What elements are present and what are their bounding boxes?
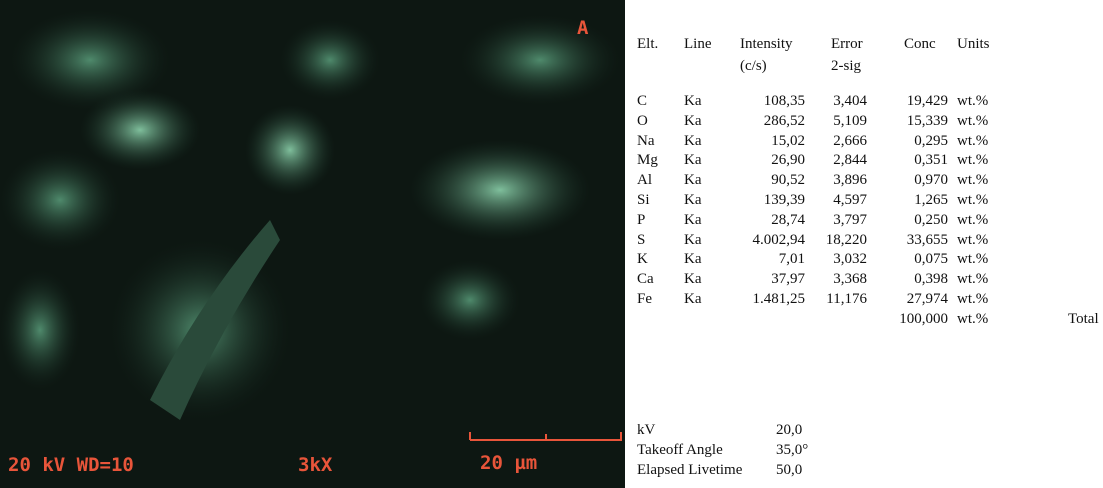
table-cell: Mg <box>637 151 658 169</box>
setting-name: Elapsed Livetime <box>637 461 742 479</box>
setting-value: 50,0 <box>776 461 802 479</box>
table-cell: 7,01 <box>779 250 805 268</box>
header-cell: Units <box>957 35 990 53</box>
setting-value: 20,0 <box>776 421 802 439</box>
magnification: 3kX <box>298 454 333 476</box>
header-cell: 2-sig <box>831 57 861 75</box>
table-cell: P <box>637 211 645 229</box>
table-cell: 0,970 <box>914 171 948 189</box>
table-cell: 108,35 <box>764 92 805 110</box>
table-cell: 11,176 <box>826 290 867 308</box>
table-cell: 3,032 <box>833 250 867 268</box>
table-cell: 3,368 <box>833 270 867 288</box>
header-cell: Intensity <box>740 35 793 53</box>
table-cell: 0,398 <box>914 270 948 288</box>
table-cell: wt.% <box>957 92 988 110</box>
table-cell: Ka <box>684 270 702 288</box>
header-cell: (c/s) <box>740 57 767 75</box>
table-cell: 19,429 <box>907 92 948 110</box>
table-cell: Na <box>637 132 655 150</box>
table-cell: 1,265 <box>914 191 948 209</box>
table-cell: Ka <box>684 112 702 130</box>
sem-image: A 20 kV WD=10 3kX 20 µm <box>0 0 625 488</box>
table-cell: 37,97 <box>771 270 805 288</box>
table-cell: Ca <box>637 270 654 288</box>
table-cell: 26,90 <box>771 151 805 169</box>
table-cell: wt.% <box>957 250 988 268</box>
total-conc: 100,000 <box>899 310 948 328</box>
table-cell: K <box>637 250 648 268</box>
table-cell: 2,666 <box>833 132 867 150</box>
table-cell: Ka <box>684 231 702 249</box>
table-cell: 90,52 <box>771 171 805 189</box>
total-label: Total <box>1068 310 1099 328</box>
table-cell: Ka <box>684 290 702 308</box>
table-cell: 4.002,94 <box>753 231 806 249</box>
setting-name: kV <box>637 421 655 439</box>
table-cell: 3,404 <box>833 92 867 110</box>
table-cell: O <box>637 112 648 130</box>
table-cell: Ka <box>684 250 702 268</box>
table-cell: Ka <box>684 151 702 169</box>
table-cell: wt.% <box>957 270 988 288</box>
table-cell: Fe <box>637 290 652 308</box>
table-cell: Al <box>637 171 652 189</box>
page: A 20 kV WD=10 3kX 20 µm Elt. Line Intensit… <box>0 0 1103 488</box>
table-cell: wt.% <box>957 290 988 308</box>
table-cell: S <box>637 231 645 249</box>
table-cell: 1.481,25 <box>753 290 806 308</box>
total-units: wt.% <box>957 310 988 328</box>
table-cell: 28,74 <box>771 211 805 229</box>
table-cell: 15,02 <box>771 132 805 150</box>
table-cell: Ka <box>684 132 702 150</box>
table-cell: 4,597 <box>833 191 867 209</box>
scale-bar-label: 20 µm <box>480 452 537 474</box>
setting-name: Takeoff Angle <box>637 441 723 459</box>
table-cell: wt.% <box>957 211 988 229</box>
table-cell: Ka <box>684 211 702 229</box>
table-cell: Ka <box>684 92 702 110</box>
table-cell: 2,844 <box>833 151 867 169</box>
table-cell: 5,109 <box>833 112 867 130</box>
header-cell: Error <box>831 35 863 53</box>
table-cell: 3,896 <box>833 171 867 189</box>
table-cell: 15,339 <box>907 112 948 130</box>
table-cell: wt.% <box>957 231 988 249</box>
panel-label: A <box>577 17 589 39</box>
table-cell: wt.% <box>957 151 988 169</box>
table-cell: wt.% <box>957 112 988 130</box>
table-cell: wt.% <box>957 171 988 189</box>
table-cell: 0,075 <box>914 250 948 268</box>
table-cell: 33,655 <box>907 231 948 249</box>
table-cell: 18,220 <box>826 231 867 249</box>
table-cell: 27,974 <box>907 290 948 308</box>
info-text: 20 kV WD=10 <box>8 454 134 476</box>
table-cell: 3,797 <box>833 211 867 229</box>
table-cell: Ka <box>684 191 702 209</box>
table-cell: wt.% <box>957 191 988 209</box>
table-cell: 139,39 <box>764 191 805 209</box>
header-cell: Elt. <box>637 35 658 53</box>
table-cell: 0,351 <box>914 151 948 169</box>
table-cell: wt.% <box>957 132 988 150</box>
table-cell: C <box>637 92 647 110</box>
setting-value: 35,0° <box>776 441 808 459</box>
table-cell: Si <box>637 191 650 209</box>
table-cell: Ka <box>684 171 702 189</box>
table-cell: 0,250 <box>914 211 948 229</box>
header-cell: Line <box>684 35 712 53</box>
header-cell: Conc <box>904 35 936 53</box>
table-cell: 0,295 <box>914 132 948 150</box>
table-cell: 286,52 <box>764 112 805 130</box>
